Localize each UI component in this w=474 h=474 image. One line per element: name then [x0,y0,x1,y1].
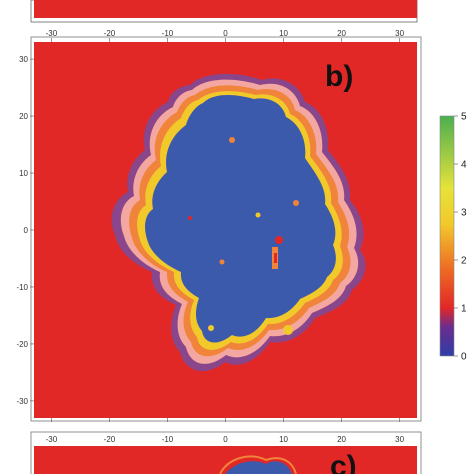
y-tick-label: 30 [19,55,28,64]
bottom-x-tick-label: 30 [395,435,404,444]
colorbar-tick-label: 0 [461,352,467,363]
colorbar-gradient [439,115,455,357]
colorbar-tick-label: 3 [461,208,467,219]
bottom-x-tick-label: 10 [279,435,288,444]
x-tick-labels: -30 -20 -10 0 10 20 30 [46,29,405,422]
y-tick-label: -30 [16,397,28,406]
bottom-x-tick-labels: -30 -20 -10 0 10 20 30 [46,435,405,444]
bottom-panel-strip: -30 -20 -10 0 10 20 30 c) [30,431,422,474]
y-tick-label: -10 [16,283,28,292]
x-tick-label: -30 [46,29,58,38]
x-tick-label: 0 [223,29,228,38]
panel-label-c: c) [330,450,357,474]
bottom-x-tick-label: 20 [337,435,346,444]
y-tick-labels: 30 20 10 0 -10 -20 -30 [16,55,34,406]
x-tick-label: -20 [104,29,116,38]
colorbar-ticks: 5 4 3 2 1 0 [454,112,467,363]
bottom-x-tick-label: -20 [104,435,116,444]
x-tick-label: -10 [162,29,174,38]
bottom-x-tick-label: 0 [223,435,228,444]
y-tick-label: 10 [19,169,28,178]
y-tick-label: 20 [19,112,28,121]
y-tick-label: 0 [24,226,29,235]
x-tick-label: 10 [279,29,288,38]
y-tick-label: -20 [16,340,28,349]
colorbar-tick-label: 4 [461,160,467,171]
colorbar: 5 4 3 2 1 0 [439,112,467,363]
x-tick-label: 20 [337,29,346,38]
colorbar-tick-label: 1 [461,304,467,315]
colorbar-tick-label: 5 [461,112,467,123]
top-panel-strip [30,0,418,23]
panel-label-b: b) [325,60,353,93]
colorbar-tick-label: 2 [461,256,467,267]
bottom-x-tick-label: -30 [46,435,58,444]
cluster-blob [111,73,366,372]
x-tick-label: 30 [395,29,404,38]
main-panel: -30 -20 -10 0 10 20 30 30 20 10 0 -10 -20 -30 b) [16,29,422,422]
bottom-x-tick-label: -10 [162,435,174,444]
